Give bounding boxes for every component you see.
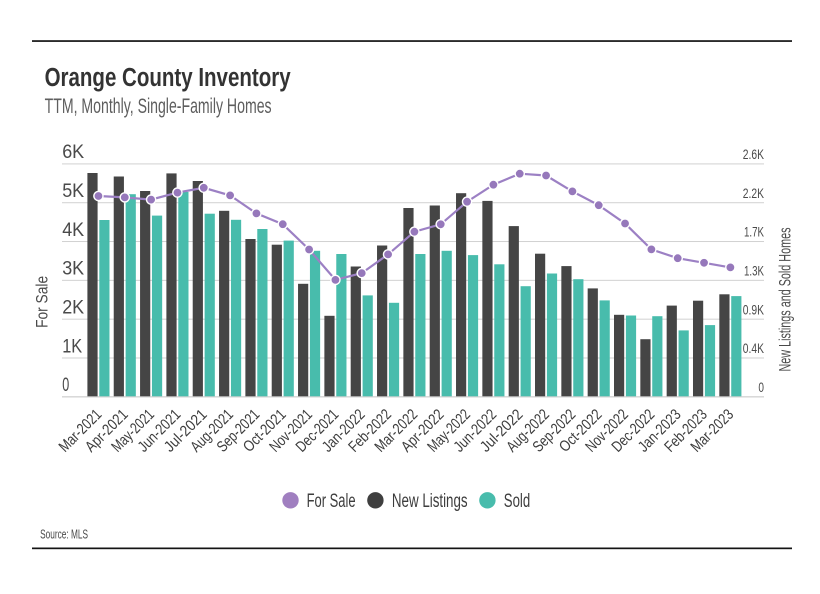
svg-text:4K: 4K	[62, 220, 84, 241]
svg-text:For Sale: For Sale	[34, 276, 52, 328]
svg-text:3K: 3K	[62, 259, 84, 280]
svg-text:Source: MLS: Source: MLS	[40, 527, 88, 542]
svg-text:Sold: Sold	[504, 491, 530, 512]
svg-text:6K: 6K	[62, 142, 84, 163]
svg-text:0: 0	[758, 380, 764, 395]
svg-text:0.4K: 0.4K	[743, 341, 764, 356]
svg-text:New Listings and Sold Homes: New Listings and Sold Homes	[777, 228, 795, 372]
svg-text:1.3K: 1.3K	[744, 264, 764, 279]
svg-text:1.7K: 1.7K	[744, 225, 764, 240]
svg-text:2K: 2K	[62, 297, 84, 318]
svg-text:TTM, Monthly, Single-Family Ho: TTM, Monthly, Single-Family Homes	[45, 95, 272, 118]
svg-text:1K: 1K	[62, 336, 82, 357]
svg-text:0.9K: 0.9K	[743, 302, 764, 317]
svg-text:0: 0	[62, 375, 69, 396]
svg-text:For Sale: For Sale	[307, 491, 356, 512]
svg-text:2.2K: 2.2K	[743, 186, 764, 201]
svg-text:Orange County Inventory: Orange County Inventory	[45, 62, 291, 92]
svg-text:New Listings: New Listings	[392, 491, 468, 512]
svg-text:2.6K: 2.6K	[743, 147, 764, 162]
svg-text:5K: 5K	[62, 181, 84, 202]
